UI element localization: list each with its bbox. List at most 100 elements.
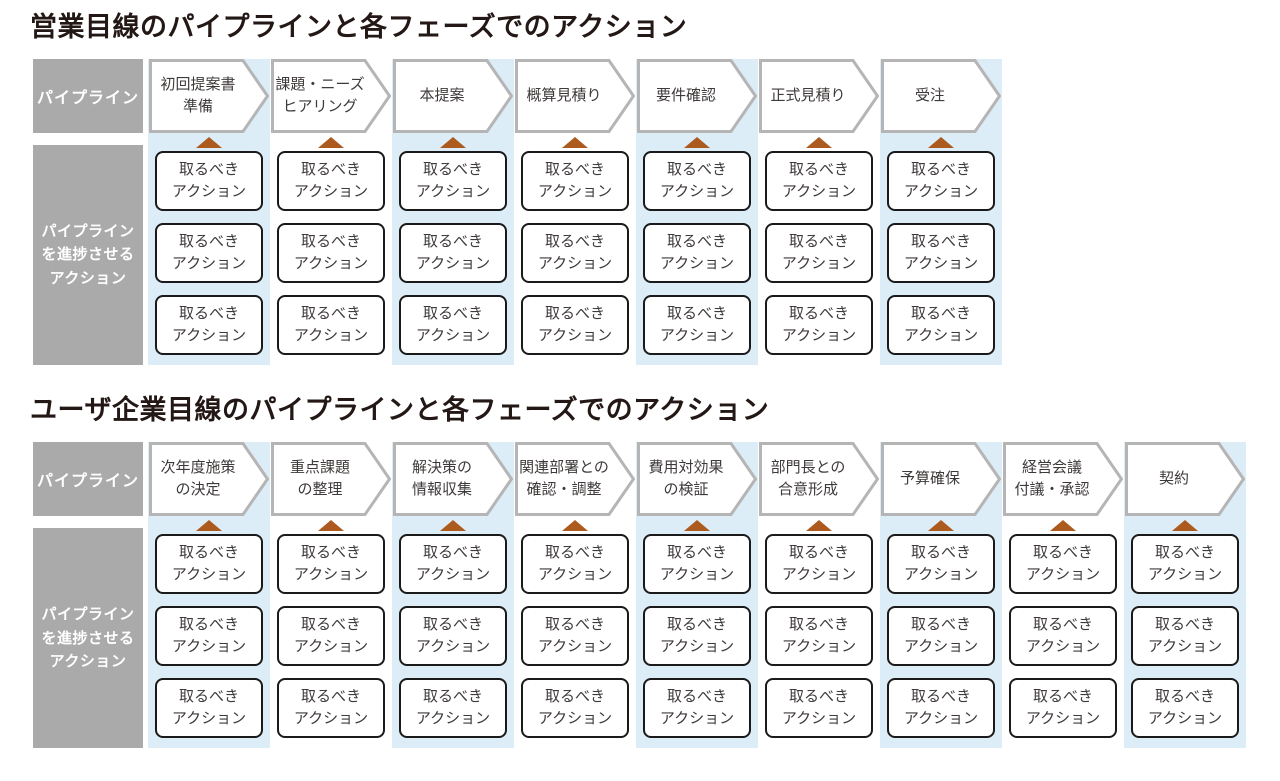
phase-label: 課題・ニーズ ヒアリング — [275, 76, 365, 116]
action-box-label: 取るべき アクション — [659, 687, 735, 728]
action-box: 取るべき アクション — [399, 151, 507, 212]
action-box-label: 取るべき アクション — [293, 615, 369, 656]
action-box: 取るべき アクション — [155, 678, 263, 739]
phase-column-6: 正式見積り 取るべき アクション 取るべき アクション 取るべき アクション — [758, 59, 880, 365]
chevron-shape-icon — [759, 59, 879, 134]
phase-chevron: 正式見積り — [759, 59, 879, 134]
action-box: 取るべき アクション — [765, 151, 873, 212]
action-box: 取るべき アクション — [277, 223, 385, 284]
phase-column-6: 部門長との 合意形成 取るべき アクション 取るべき アクション 取るべき アクション — [758, 442, 880, 748]
action-box: 取るべき アクション — [643, 295, 751, 356]
action-box-label: 取るべき アクション — [293, 304, 369, 345]
phase-chevron: 次年度施策 の決定 — [149, 442, 269, 517]
action-box-label: 取るべき アクション — [415, 687, 491, 728]
action-box: 取るべき アクション — [399, 534, 507, 595]
up-arrow-icon — [440, 520, 466, 532]
phase-label: 正式見積り — [770, 87, 846, 105]
phase-column-7: 予算確保 取るべき アクション 取るべき アクション 取るべき アクション — [880, 442, 1002, 749]
up-arrow-zone — [270, 516, 392, 534]
phase-label: 予算確保 — [899, 470, 960, 488]
action-box-label: 取るべき アクション — [537, 160, 613, 201]
action-box: 取るべき アクション — [643, 534, 751, 595]
action-box: 取るべき アクション — [155, 606, 263, 667]
phase-label: 本提案 — [419, 87, 465, 105]
action-box-label: 取るべき アクション — [903, 543, 979, 584]
action-box: 取るべき アクション — [155, 223, 263, 284]
action-box-label: 取るべき アクション — [537, 543, 613, 584]
up-arrow-icon — [806, 137, 832, 149]
phase-column-5: 費用対効果 の検証 取るべき アクション 取るべき アクション 取るべき アクション — [636, 442, 758, 749]
chevron-shape-icon — [393, 442, 513, 517]
up-arrow-icon — [196, 520, 222, 532]
action-box: 取るべき アクション — [1131, 606, 1239, 667]
action-box-label: 取るべき アクション — [537, 615, 613, 656]
phase-chevron: 初回提案書 準備 — [149, 59, 269, 134]
action-box: 取るべき アクション — [1009, 678, 1117, 739]
action-box: 取るべき アクション — [277, 534, 385, 595]
action-box: 取るべき アクション — [521, 295, 629, 356]
phase-chevron: 契約 — [1125, 442, 1245, 517]
phase-column-3: 解決策の 情報収集 取るべき アクション 取るべき アクション 取るべき アクション — [392, 442, 514, 749]
action-box: 取るべき アクション — [765, 534, 873, 595]
up-arrow-icon — [196, 137, 222, 149]
action-box-label: 取るべき アクション — [171, 160, 247, 201]
user-company-pipeline-diagram: ユーザ企業目線のパイプラインと各フェーズでのアクション パイプライン パイプライ… — [30, 393, 1280, 749]
phase-label: 解決策の 情報収集 — [411, 459, 472, 499]
diagram-sidebar: パイプライン パイプライン を進捗させる アクション — [33, 59, 143, 366]
phase-chevron: 予算確保 — [881, 442, 1001, 517]
up-arrow-zone — [880, 133, 1002, 151]
action-box-label: 取るべき アクション — [903, 615, 979, 656]
up-arrow-icon — [318, 520, 344, 532]
action-box-label: 取るべき アクション — [903, 304, 979, 345]
phase-label: 初回提案書 準備 — [160, 76, 236, 116]
phase-column-4: 関連部署との 確認・調整取るべき アクション 取るべき アクション 取るべき アクシ… — [514, 442, 636, 748]
action-box-label: 取るべき アクション — [537, 232, 613, 273]
action-box-label: 取るべき アクション — [171, 232, 247, 273]
chevron-shape-icon — [637, 59, 757, 134]
phase-chevron: 経営会議 付議・承認 — [1003, 442, 1123, 517]
action-box: 取るべき アクション — [521, 534, 629, 595]
action-box-label: 取るべき アクション — [659, 304, 735, 345]
diagram-band: パイプライン パイプライン を進捗させる アクション 初回提案書 準備取るべき … — [33, 59, 1280, 366]
up-arrow-zone — [392, 516, 514, 534]
up-arrow-zone — [270, 133, 392, 151]
action-box: 取るべき アクション — [399, 295, 507, 356]
action-box: 取るべき アクション — [277, 295, 385, 356]
action-box-label: 取るべき アクション — [659, 543, 735, 584]
chevron-shape-icon — [881, 59, 1001, 134]
phase-label: 概算見積り — [526, 87, 602, 105]
action-box: 取るべき アクション — [155, 534, 263, 595]
chevron-shape-icon — [149, 59, 269, 134]
phase-chevron: 要件確認 — [637, 59, 757, 134]
action-box: 取るべき アクション — [765, 678, 873, 739]
phase-label: 契約 — [1158, 470, 1189, 488]
phase-chevron: 関連部署との 確認・調整 — [515, 442, 635, 517]
action-box-label: 取るべき アクション — [781, 615, 857, 656]
phase-label: 重点課題 の整理 — [289, 459, 350, 499]
up-arrow-icon — [1050, 520, 1076, 532]
action-box-label: 取るべき アクション — [537, 687, 613, 728]
phase-chevron: 部門長との 合意形成 — [759, 442, 879, 517]
action-box: 取るべき アクション — [521, 151, 629, 212]
chevron-shape-icon — [881, 442, 1001, 517]
action-box: 取るべき アクション — [277, 151, 385, 212]
chevron-shape-icon — [271, 442, 391, 517]
action-box-label: 取るべき アクション — [781, 543, 857, 584]
action-box: 取るべき アクション — [1131, 678, 1239, 739]
phase-label: 受注 — [914, 87, 945, 105]
action-box: 取るべき アクション — [643, 223, 751, 284]
action-box-label: 取るべき アクション — [1025, 615, 1101, 656]
action-box: 取るべき アクション — [765, 295, 873, 356]
up-arrow-icon — [806, 520, 832, 532]
phase-label: 次年度施策 の決定 — [160, 459, 236, 499]
action-box-label: 取るべき アクション — [1147, 687, 1223, 728]
action-box-label: 取るべき アクション — [1025, 687, 1101, 728]
up-arrow-zone — [392, 133, 514, 151]
up-arrow-icon — [562, 137, 588, 149]
phase-chevron: 重点課題 の整理 — [271, 442, 391, 517]
phase-columns: 次年度施策 の決定 取るべき アクション 取るべき アクション 取るべき アクション重… — [148, 442, 1246, 749]
phase-chevron: 本提案 — [393, 59, 513, 134]
action-box: 取るべき アクション — [521, 223, 629, 284]
action-box-label: 取るべき アクション — [659, 615, 735, 656]
phase-chevron: 課題・ニーズ ヒアリング — [271, 59, 391, 134]
